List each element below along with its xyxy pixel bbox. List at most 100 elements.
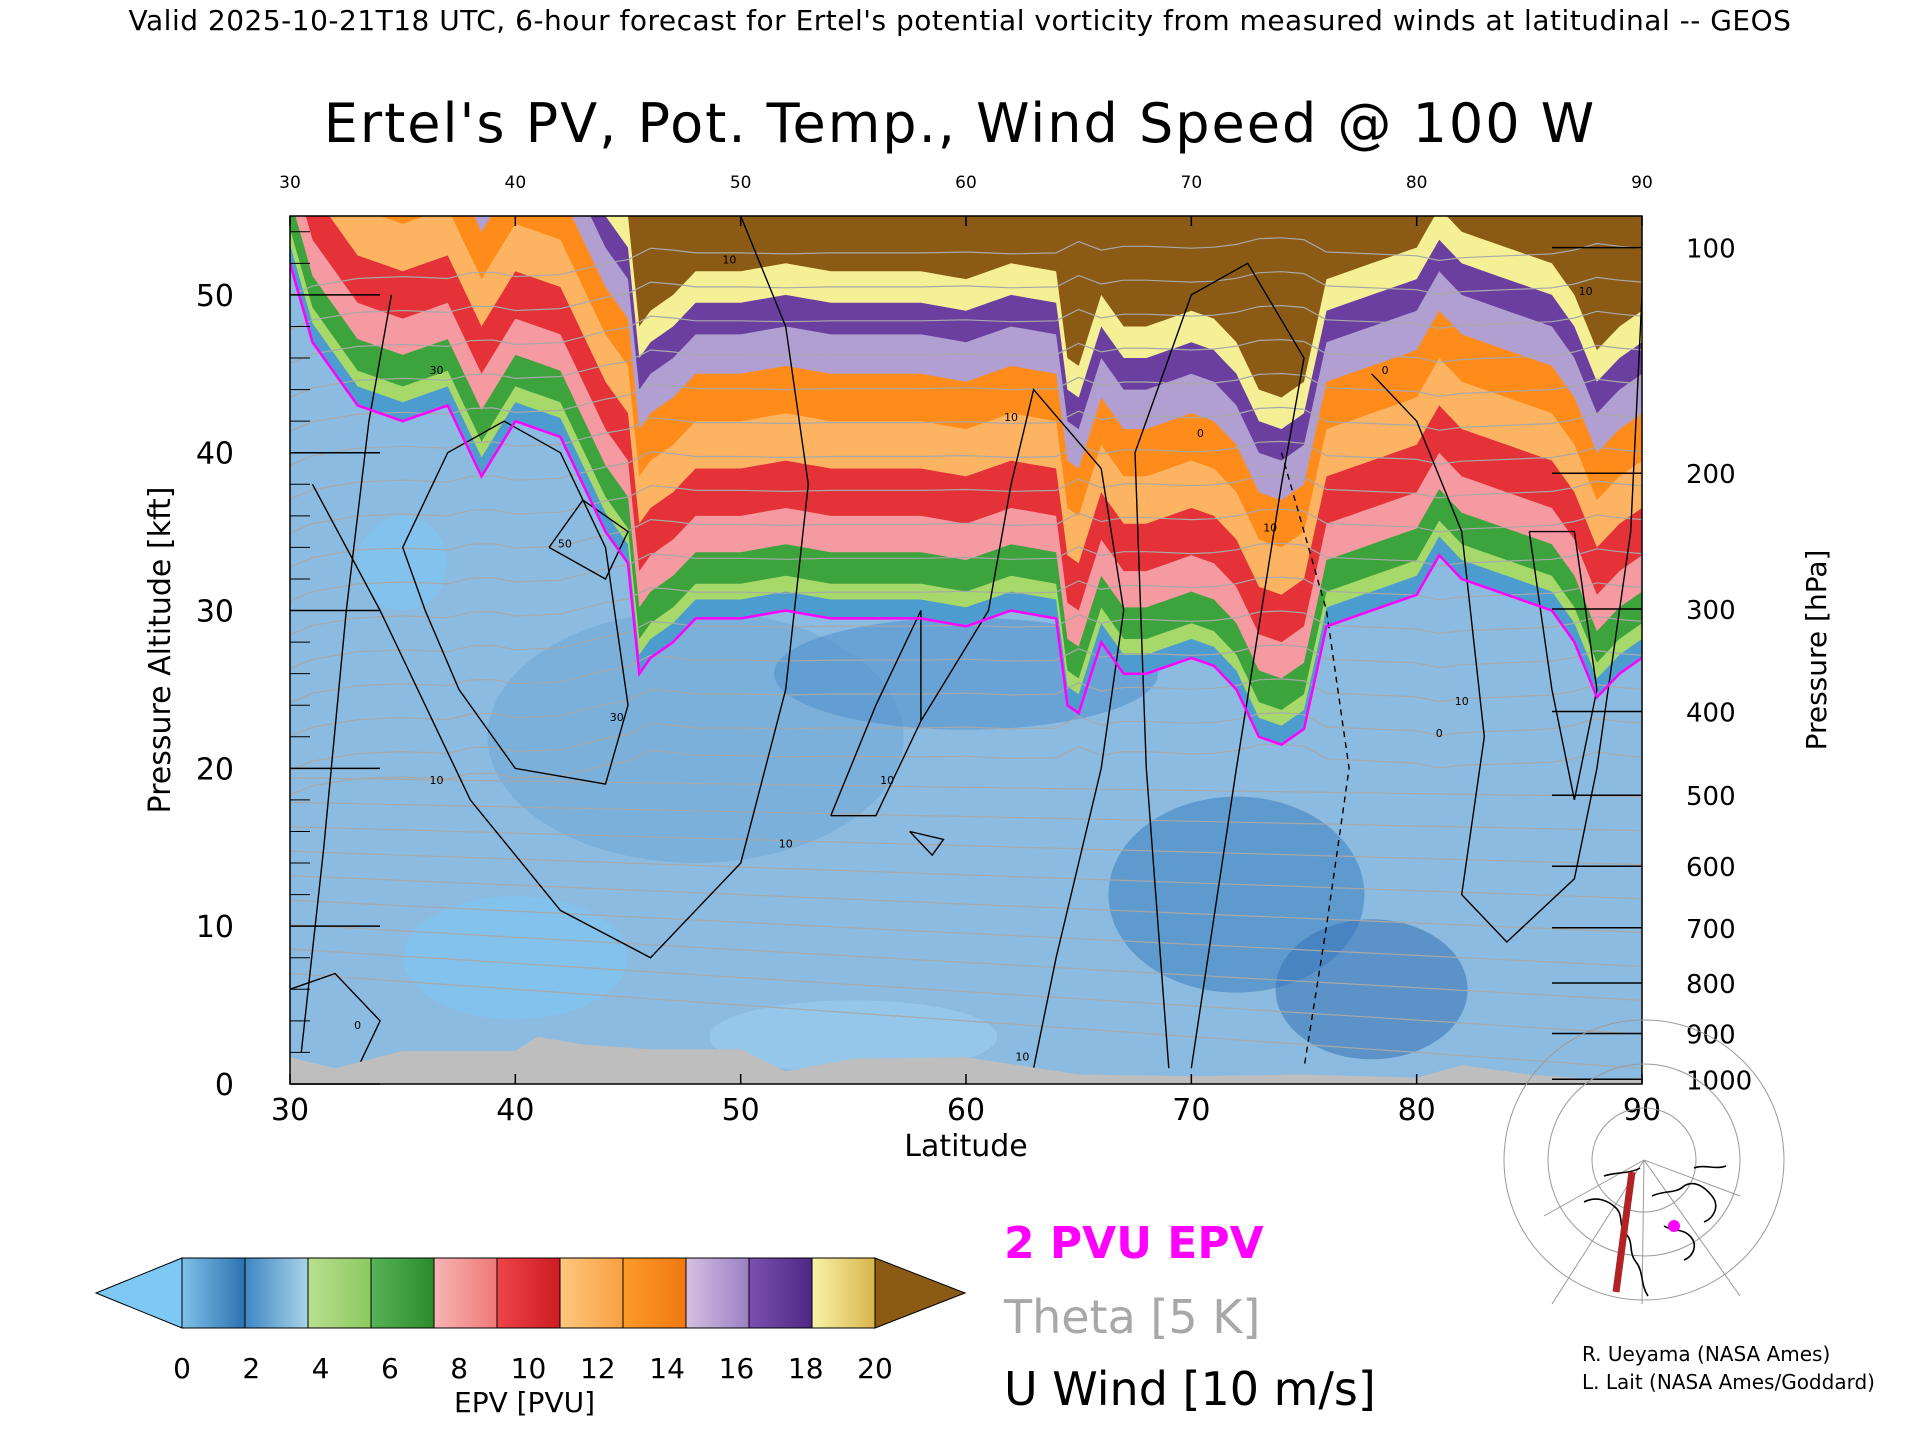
colorbar-tick-label: 12: [580, 1352, 616, 1385]
theta-contour: [290, 678, 1642, 738]
x-tick-label: 80: [1398, 1093, 1436, 1128]
theta-contour: [290, 850, 1642, 900]
x-top-tick-label: 90: [1631, 173, 1653, 193]
troposphere-blob: [403, 896, 628, 1020]
colorbar-tick-label: 14: [649, 1352, 685, 1385]
u-wind-label: 10: [1455, 695, 1469, 708]
chart-title: Ertel's PV, Pot. Temp., Wind Speed @ 100…: [323, 92, 1597, 155]
theta-contour: [290, 304, 1642, 364]
pressure-tick-label: 800: [1686, 970, 1736, 1000]
theta-contour: [290, 372, 1642, 432]
theta-contour: [290, 972, 1642, 1069]
theta-contour: [290, 644, 1642, 704]
u-wind-label: 10: [880, 774, 894, 787]
pv-band: [290, 216, 1642, 398]
colorbar-segment: [307, 1257, 372, 1329]
y-tick-label: 20: [196, 752, 234, 787]
pressure-tick-label: 600: [1686, 853, 1736, 883]
u-wind-label: 0: [354, 1019, 361, 1032]
theta-contour: [290, 948, 1642, 1035]
colorbar-segment: [370, 1257, 435, 1329]
theta-contour: [290, 406, 1642, 466]
troposphere-blob: [1275, 919, 1468, 1060]
u-wind-contour: [830, 610, 922, 817]
u-wind-label: 30: [429, 364, 443, 377]
pressure-tick-label: 300: [1686, 596, 1736, 626]
u-wind-label: 0: [1382, 364, 1389, 377]
colorbar-tick-label: 20: [857, 1352, 893, 1385]
locator-map: [1503, 1019, 1785, 1305]
theta-contour: [290, 777, 1642, 798]
y-axis: 0 10 20 30 40 50: [196, 231, 380, 1103]
map-graticule-ring: [1591, 1107, 1697, 1213]
pressure-tick-label: 100: [1686, 235, 1736, 265]
colorbar-segment: [181, 1257, 246, 1329]
pv2-tropopause-line: [290, 262, 1642, 747]
x-top-tick-label: 50: [730, 173, 752, 193]
theta-contour: [290, 237, 1642, 297]
u-wind-label: 10: [779, 837, 793, 850]
u-wind-label: 10: [722, 253, 736, 266]
colorbar-segment: [559, 1257, 624, 1329]
u-wind-label: 30: [610, 711, 624, 724]
x-top-axis: 30 40 50 60 70 80 90: [279, 173, 1653, 226]
pressure-axis: 100 200 300 400 500 600 700 800 900 1000: [1552, 235, 1752, 1096]
theta-contour: [290, 271, 1642, 331]
x-top-tick-label: 60: [955, 173, 977, 193]
pressure-tick-label: 700: [1686, 915, 1736, 945]
colorbar-segment: [748, 1257, 813, 1329]
colorbar-segment: [244, 1257, 309, 1329]
colorbar-tick-label: 4: [312, 1352, 330, 1385]
x-tick-label: 60: [947, 1093, 985, 1128]
theta-contour: [290, 743, 1642, 796]
theta-contour: [290, 440, 1642, 500]
header-line: Valid 2025-10-21T18 UTC, 6-hour forecast…: [128, 4, 1792, 37]
x-axis-label: Latitude: [904, 1129, 1027, 1164]
theta-contour: [290, 508, 1642, 568]
y-tick-label: 30: [196, 595, 234, 630]
pressure-tick-label: 200: [1686, 460, 1736, 490]
colorbar-tick-label: 16: [719, 1352, 755, 1385]
theta-contour: [290, 826, 1642, 866]
colorbar-over-arrow: [874, 1257, 967, 1329]
map-graticule-ring: [1547, 1063, 1741, 1257]
y-axis-label: Pressure Altitude [kft]: [143, 487, 178, 814]
theta-contour: [290, 899, 1642, 967]
x-axis: 30 40 50 60 70 80 90: [271, 1074, 1661, 1128]
u-wind-label: 50: [558, 537, 572, 550]
u-wind-contour: [402, 420, 629, 785]
pressure-axis-label: Pressure [hPa]: [1800, 550, 1833, 751]
u-wind-contour: [290, 972, 381, 1069]
colorbar-segment: [433, 1257, 498, 1329]
x-tick-label: 30: [271, 1093, 309, 1128]
y-tick-label: 10: [196, 910, 234, 945]
colorbar-tick-label: 10: [511, 1352, 547, 1385]
u-wind-contour: [909, 830, 945, 857]
u-wind-contour: [548, 499, 629, 580]
terrain-mask: [290, 1036, 1642, 1084]
theta-contour: [290, 338, 1642, 398]
theta-contour: [290, 712, 1642, 772]
colorbar-segment: [685, 1257, 750, 1329]
u-wind-label: 10: [1263, 522, 1277, 535]
theta-contour: [290, 924, 1642, 1001]
u-wind-contour: [1371, 294, 1642, 943]
x-tick-label: 50: [722, 1093, 760, 1128]
legend-theta: Theta [5 K]: [1004, 1290, 1261, 1344]
u-wind-label: 10: [1004, 411, 1018, 424]
x-top-tick-label: 30: [279, 173, 301, 193]
colorbar-tick-label: 6: [381, 1352, 399, 1385]
colorbar-tick-label: 2: [242, 1352, 260, 1385]
legend-uwind: U Wind [10 m/s]: [1004, 1362, 1376, 1416]
legend-epv: 2 PVU EPV: [1004, 1218, 1264, 1269]
u-wind-contour: [1134, 262, 1305, 1069]
u-wind-contour: [1528, 530, 1598, 801]
pressure-tick-label: 500: [1686, 782, 1736, 812]
u-wind-contour: [311, 216, 810, 959]
troposphere-variation: [357, 515, 1468, 1074]
theta-contour: [290, 474, 1642, 534]
colorbar-segment: [622, 1257, 687, 1329]
plot-area: 10 30 50 30 10 10 10 10 10 0 10 0 10 0 0 10: [290, 216, 1642, 1084]
theta-contour: [290, 542, 1642, 602]
theta-contour: [290, 875, 1642, 934]
